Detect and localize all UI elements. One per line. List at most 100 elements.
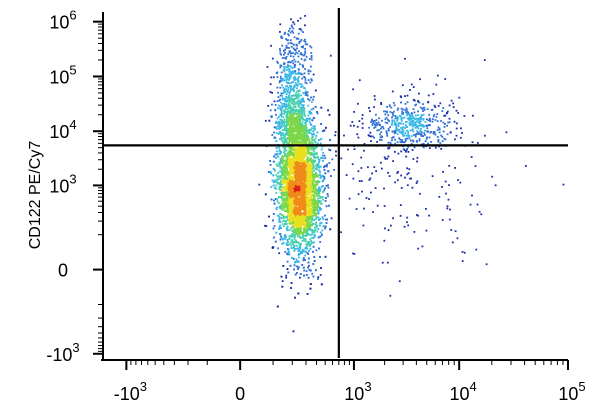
data-point xyxy=(300,198,303,201)
data-point xyxy=(310,171,313,174)
data-point xyxy=(310,211,313,214)
data-point xyxy=(275,187,278,190)
data-point xyxy=(295,161,298,164)
data-point xyxy=(315,216,318,218)
data-point xyxy=(281,242,284,245)
data-point xyxy=(298,211,301,214)
data-point xyxy=(275,147,278,149)
data-point xyxy=(305,250,307,253)
data-point xyxy=(286,206,289,209)
data-point xyxy=(286,190,289,193)
data-point xyxy=(302,193,305,197)
data-point xyxy=(304,172,307,175)
data-point xyxy=(292,167,295,171)
data-point xyxy=(309,195,312,198)
data-point xyxy=(297,115,300,119)
data-point xyxy=(280,217,283,219)
data-point xyxy=(304,228,307,231)
data-point xyxy=(314,183,317,187)
data-point xyxy=(283,187,286,190)
data-point xyxy=(286,197,290,200)
data-point xyxy=(302,172,305,175)
data-point xyxy=(284,181,287,184)
data-point xyxy=(311,133,314,136)
data-point xyxy=(283,159,286,162)
data-point xyxy=(307,145,310,149)
data-point xyxy=(320,123,322,125)
data-point xyxy=(299,150,302,153)
data-point xyxy=(307,213,310,216)
data-point xyxy=(284,235,286,237)
density-points-layer xyxy=(258,15,565,333)
data-point xyxy=(321,154,324,157)
data-point xyxy=(283,220,286,222)
data-point xyxy=(307,219,310,222)
data-point xyxy=(304,175,307,178)
data-point xyxy=(284,111,287,114)
data-point xyxy=(309,168,312,171)
data-point xyxy=(287,241,289,243)
data-point xyxy=(286,191,289,194)
data-point xyxy=(302,259,305,262)
data-point xyxy=(317,197,320,200)
data-point xyxy=(295,147,298,150)
data-point xyxy=(272,184,275,187)
data-point xyxy=(292,176,295,179)
data-point xyxy=(307,129,310,131)
data-point xyxy=(325,205,328,208)
data-point xyxy=(281,139,283,142)
data-point xyxy=(293,268,295,271)
data-point xyxy=(297,250,300,252)
data-point xyxy=(307,189,310,192)
data-point xyxy=(284,202,287,205)
data-point xyxy=(279,184,282,187)
data-point xyxy=(264,224,266,227)
data-point xyxy=(282,242,285,244)
data-point xyxy=(315,168,317,170)
data-point xyxy=(301,158,304,161)
data-point xyxy=(308,268,311,271)
data-point xyxy=(310,96,313,99)
data-point xyxy=(304,185,307,188)
data-point xyxy=(297,143,300,146)
data-point xyxy=(289,187,292,190)
data-point xyxy=(285,276,288,279)
data-point xyxy=(303,150,306,153)
data-point xyxy=(307,104,310,107)
data-point xyxy=(305,163,308,166)
data-point xyxy=(281,183,283,185)
data-point xyxy=(283,204,286,207)
data-point xyxy=(320,106,323,109)
data-point xyxy=(292,221,295,225)
data-point xyxy=(285,242,288,245)
data-point xyxy=(321,159,324,162)
data-point xyxy=(301,168,304,171)
data-point xyxy=(304,160,307,163)
data-point xyxy=(335,150,337,153)
data-point xyxy=(281,223,284,225)
data-point xyxy=(306,171,309,174)
data-point xyxy=(301,152,304,155)
data-point xyxy=(290,244,293,247)
data-point xyxy=(286,260,289,263)
data-point xyxy=(292,183,295,186)
data-point xyxy=(294,182,297,186)
data-point xyxy=(319,142,322,145)
data-point xyxy=(303,161,306,164)
data-point xyxy=(285,142,288,144)
data-point xyxy=(293,189,296,192)
data-point xyxy=(320,175,322,178)
data-point xyxy=(286,227,288,230)
data-point xyxy=(311,208,314,211)
data-point xyxy=(295,258,298,261)
data-point xyxy=(281,237,284,240)
data-point xyxy=(294,157,297,161)
data-point xyxy=(276,214,279,217)
data-point xyxy=(285,145,288,148)
data-point xyxy=(312,194,315,197)
data-point xyxy=(304,123,307,125)
data-point xyxy=(284,172,287,175)
data-point xyxy=(315,175,318,178)
data-point xyxy=(272,174,275,177)
